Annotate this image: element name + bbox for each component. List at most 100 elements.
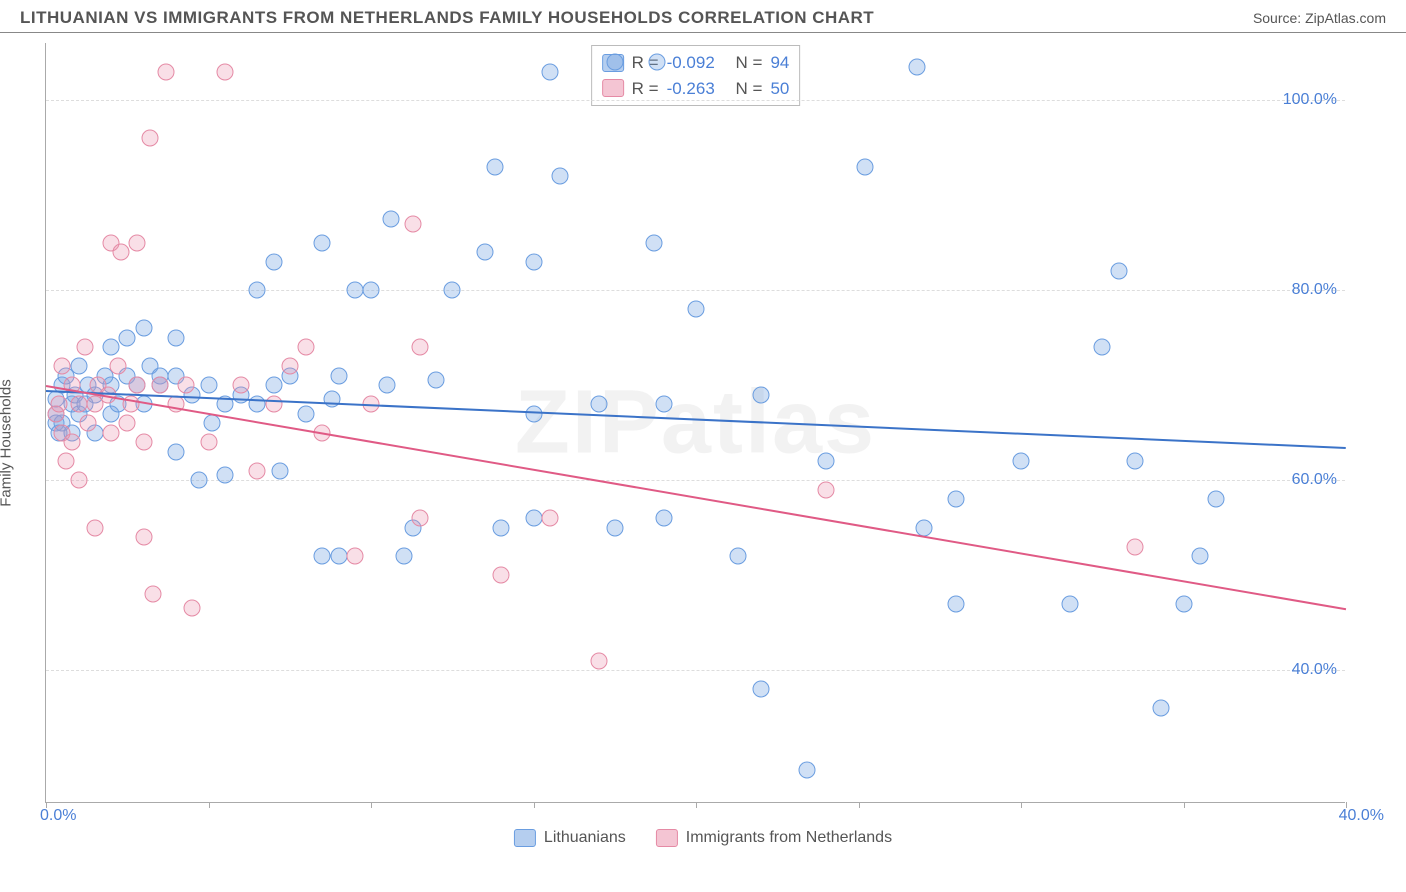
data-point (1094, 339, 1111, 356)
data-point (190, 472, 207, 489)
data-point (70, 396, 87, 413)
data-point (1110, 263, 1127, 280)
x-axis-start-label: 0.0% (40, 807, 76, 825)
gridline (46, 100, 1345, 101)
data-point (80, 415, 97, 432)
data-point (525, 510, 542, 527)
swatch-a-icon (514, 829, 536, 847)
data-point (1191, 548, 1208, 565)
n-value-a: 94 (770, 50, 789, 76)
legend-label-a: Lithuanians (544, 829, 626, 847)
y-axis-label: Family Households (0, 379, 15, 507)
data-point (606, 54, 623, 71)
data-point (1126, 453, 1143, 470)
data-point (798, 761, 815, 778)
legend-item-b: Immigrants from Netherlands (656, 829, 892, 847)
data-point (379, 377, 396, 394)
data-point (857, 158, 874, 175)
x-tick-mark (1021, 802, 1022, 808)
y-tick-label: 60.0% (1292, 471, 1337, 489)
data-point (330, 367, 347, 384)
data-point (200, 434, 217, 451)
data-point (216, 63, 233, 80)
x-tick-mark (859, 802, 860, 808)
data-point (314, 234, 331, 251)
data-point (428, 372, 445, 389)
data-point (395, 548, 412, 565)
data-point (64, 434, 81, 451)
data-point (109, 358, 126, 375)
data-point (405, 215, 422, 232)
data-point (541, 63, 558, 80)
data-point (346, 282, 363, 299)
data-point (411, 339, 428, 356)
data-point (112, 244, 129, 261)
data-point (1152, 700, 1169, 717)
data-point (177, 377, 194, 394)
data-point (168, 329, 185, 346)
data-point (444, 282, 461, 299)
swatch-b-icon (656, 829, 678, 847)
chart-title: LITHUANIAN VS IMMIGRANTS FROM NETHERLAND… (20, 8, 874, 28)
legend-item-a: Lithuanians (514, 829, 626, 847)
data-point (324, 391, 341, 408)
r-label: R = (632, 76, 659, 102)
y-tick-label: 40.0% (1292, 661, 1337, 679)
data-point (541, 510, 558, 527)
data-point (281, 358, 298, 375)
data-point (411, 510, 428, 527)
data-point (493, 519, 510, 536)
swatch-b-icon (602, 79, 624, 97)
data-point (948, 595, 965, 612)
chart-header: LITHUANIAN VS IMMIGRANTS FROM NETHERLAND… (0, 0, 1406, 33)
data-point (590, 652, 607, 669)
data-point (363, 282, 380, 299)
x-axis-end-label: 40.0% (1339, 807, 1384, 825)
data-point (753, 386, 770, 403)
data-point (649, 54, 666, 71)
data-point (103, 339, 120, 356)
chart-area: Family Households ZIPatlas R = -0.092 N … (0, 33, 1406, 853)
data-point (753, 681, 770, 698)
data-point (818, 453, 835, 470)
data-point (486, 158, 503, 175)
data-point (51, 396, 68, 413)
data-point (915, 519, 932, 536)
data-point (129, 234, 146, 251)
data-point (298, 339, 315, 356)
data-point (655, 510, 672, 527)
n-label: N = (736, 76, 763, 102)
scatter-plot: ZIPatlas R = -0.092 N = 94 R = -0.263 N … (45, 43, 1345, 803)
data-point (330, 548, 347, 565)
x-tick-mark (696, 802, 697, 808)
data-point (655, 396, 672, 413)
data-point (551, 168, 568, 185)
data-point (265, 396, 282, 413)
data-point (590, 396, 607, 413)
y-tick-label: 80.0% (1292, 281, 1337, 299)
data-point (233, 377, 250, 394)
r-value-b: -0.263 (667, 76, 715, 102)
series-legend: Lithuanians Immigrants from Netherlands (514, 829, 892, 847)
data-point (119, 415, 136, 432)
data-point (249, 462, 266, 479)
data-point (119, 329, 136, 346)
data-point (948, 491, 965, 508)
data-point (476, 244, 493, 261)
data-point (135, 320, 152, 337)
data-point (382, 210, 399, 227)
data-point (314, 548, 331, 565)
data-point (298, 405, 315, 422)
x-tick-mark (371, 802, 372, 808)
x-tick-mark (534, 802, 535, 808)
legend-row-a: R = -0.092 N = 94 (602, 50, 790, 76)
data-point (525, 253, 542, 270)
data-point (158, 63, 175, 80)
data-point (493, 567, 510, 584)
gridline (46, 290, 1345, 291)
gridline (46, 670, 1345, 671)
data-point (129, 377, 146, 394)
data-point (135, 434, 152, 451)
data-point (1208, 491, 1225, 508)
data-point (57, 453, 74, 470)
